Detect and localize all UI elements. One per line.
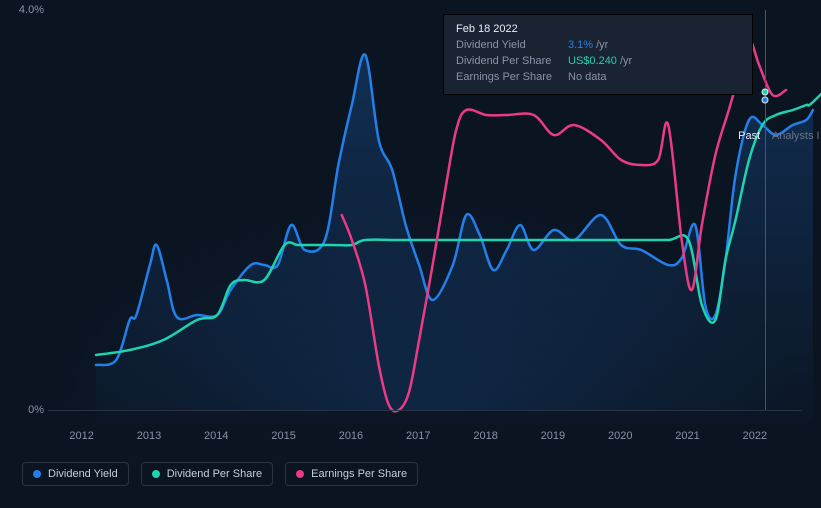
- y-tick-label: 4.0%: [0, 4, 44, 16]
- series-fill-dividend_yield: [96, 54, 813, 420]
- tooltip-key: Dividend Per Share: [456, 54, 568, 70]
- x-tick-label: 2015: [271, 430, 295, 442]
- legend-item-dividend_yield[interactable]: Dividend Yield: [22, 462, 129, 486]
- x-tick-label: 2017: [406, 430, 430, 442]
- tooltip-value: No data: [568, 70, 607, 86]
- legend-dot-icon: [152, 470, 160, 478]
- x-tick-label: 2012: [69, 430, 93, 442]
- legend-item-earnings_per_share[interactable]: Earnings Per Share: [285, 462, 418, 486]
- x-tick-label: 2018: [473, 430, 497, 442]
- past-marker-label: Past: [738, 130, 760, 142]
- x-tick-label: 2014: [204, 430, 228, 442]
- chart-tooltip: Feb 18 2022 Dividend Yield3.1%/yrDividen…: [443, 14, 753, 95]
- chart-container: 0% 4.0% 2012 2013 2014 2015 2016 2017 2018 2019 2…: [0, 0, 821, 508]
- x-tick-label: 2020: [608, 430, 632, 442]
- x-tick-label: 2016: [339, 430, 363, 442]
- tooltip-row: Earnings Per ShareNo data: [456, 70, 740, 86]
- tooltip-row: Dividend Per ShareUS$0.240/yr: [456, 54, 740, 70]
- analysts-marker-label: Analysts I: [772, 130, 820, 142]
- legend-label: Earnings Per Share: [311, 468, 407, 480]
- x-tick-label: 2021: [675, 430, 699, 442]
- chart-crosshair: [765, 10, 766, 410]
- tooltip-unit: /yr: [620, 54, 632, 70]
- legend-item-dividend_per_share[interactable]: Dividend Per Share: [141, 462, 273, 486]
- tooltip-value: 3.1%: [568, 38, 593, 54]
- legend-dot-icon: [33, 470, 41, 478]
- tooltip-title: Feb 18 2022: [456, 23, 740, 35]
- legend-dot-icon: [296, 470, 304, 478]
- x-tick-label: 2013: [137, 430, 161, 442]
- y-tick-label: 0%: [0, 404, 44, 416]
- x-axis-line: [48, 410, 802, 411]
- tooltip-value: US$0.240: [568, 54, 617, 70]
- series-dot-dividend_per_share: [761, 89, 768, 96]
- tooltip-rows: Dividend Yield3.1%/yrDividend Per ShareU…: [456, 38, 740, 86]
- x-tick-label: 2019: [541, 430, 565, 442]
- series-dot-dividend_yield: [761, 97, 768, 104]
- tooltip-key: Earnings Per Share: [456, 70, 568, 86]
- legend-label: Dividend Yield: [48, 468, 118, 480]
- chart-legend: Dividend Yield Dividend Per Share Earnings…: [22, 462, 418, 486]
- legend-label: Dividend Per Share: [167, 468, 262, 480]
- tooltip-unit: /yr: [596, 38, 608, 54]
- tooltip-row: Dividend Yield3.1%/yr: [456, 38, 740, 54]
- x-tick-label: 2022: [743, 430, 767, 442]
- tooltip-key: Dividend Yield: [456, 38, 568, 54]
